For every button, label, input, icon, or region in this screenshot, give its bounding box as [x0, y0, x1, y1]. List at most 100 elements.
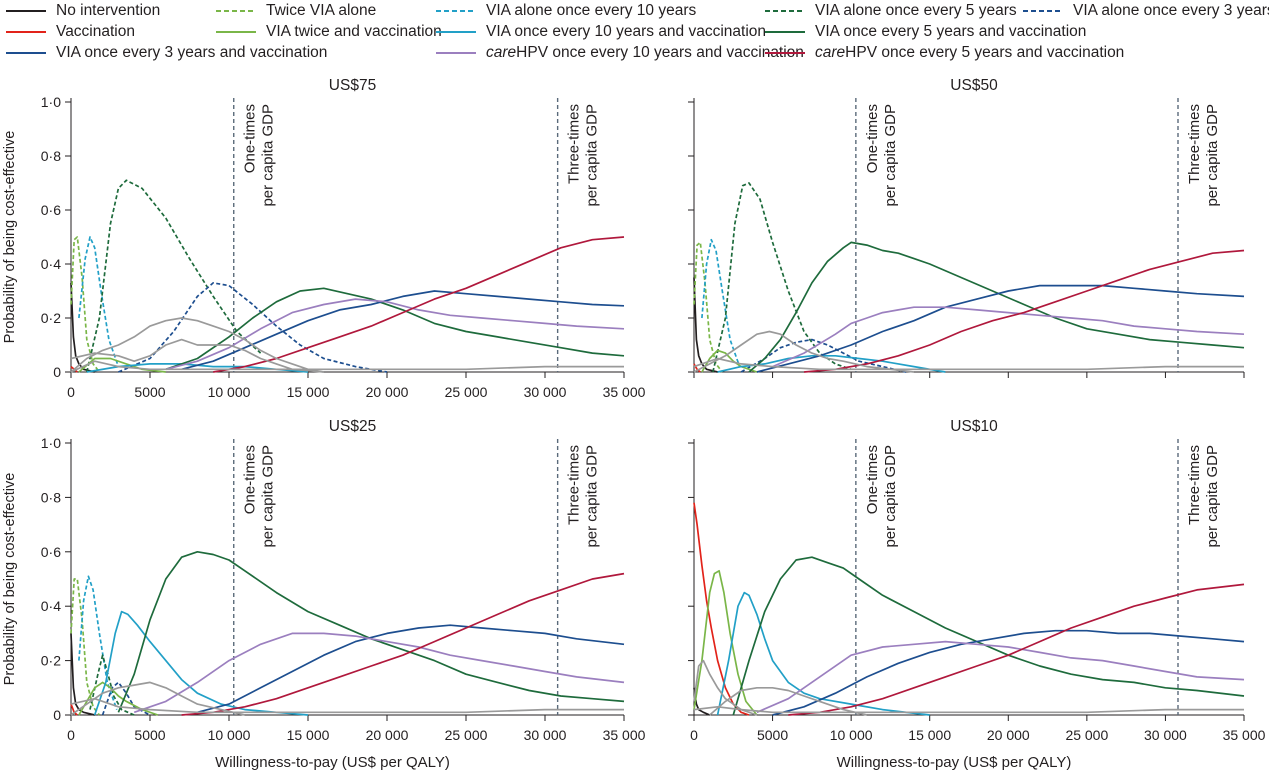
legend-label: HPV once every 10 years and vaccination — [516, 44, 804, 61]
chart-title: US$75 — [329, 77, 376, 94]
x-tick-label: 30 000 — [1144, 727, 1187, 743]
legend-label: VIA twice and vaccination — [266, 23, 442, 40]
x-tick-label: 0 — [690, 727, 698, 743]
y-axis-label: Probability of being cost-effective — [2, 131, 18, 344]
y-tick-label: 0·4 — [41, 598, 61, 614]
threshold-label: per capita GDP — [1204, 445, 1221, 548]
legend-item: care HPV once every 10 years and vaccinat… — [434, 43, 804, 63]
series-line — [70, 282, 95, 373]
legend-swatch — [765, 10, 805, 12]
threshold-label: per capita GDP — [584, 104, 601, 207]
y-tick-label: 0·2 — [41, 653, 61, 669]
legend-label-italic: care — [486, 44, 517, 61]
legend-swatch — [436, 10, 476, 12]
threshold-label: per capita GDP — [260, 104, 277, 207]
series-line — [756, 284, 1245, 373]
x-tick-label: 5000 — [134, 727, 165, 743]
series-line — [716, 591, 930, 716]
chart-panel: US$75 0 0·2 0·4 0·6 0·8 1·0 0 5000 10 000 15 000 20… — [2, 77, 646, 400]
series-line — [165, 287, 625, 371]
series-line — [693, 277, 718, 373]
series-line — [93, 610, 309, 716]
x-axis-label: Willingness-to-pay (US$ per QALY) — [215, 754, 450, 771]
threshold-label: One-times — [242, 445, 259, 514]
legend-swatch — [6, 10, 46, 12]
legend-item: VIA once every 3 years and vaccination — [4, 43, 327, 63]
legend-swatch — [216, 10, 256, 12]
legend-label: VIA once every 5 years and vaccination — [815, 23, 1087, 40]
series-line — [772, 629, 1245, 716]
chart-panel: US$25 0 0·2 0·4 0·6 0·8 1·0 0 5000 10 000 15 000 20… — [2, 418, 646, 771]
x-tick-label: 35 000 — [603, 727, 646, 743]
series-line — [803, 249, 1245, 373]
series-line — [693, 569, 758, 716]
x-tick-label: 0 — [67, 727, 75, 743]
series-line — [70, 633, 95, 716]
legend-label: VIA once every 10 years and vaccination — [486, 23, 767, 40]
y-tick-label: 1·0 — [41, 94, 61, 110]
legend-label: VIA alone once every 3 years — [1073, 2, 1269, 19]
x-tick-label: 35 000 — [603, 384, 646, 400]
threshold-label: Three-times — [566, 445, 583, 525]
chart-title: US$50 — [950, 77, 998, 94]
series-line — [165, 298, 625, 371]
series-line — [181, 572, 625, 716]
legend-label: VIA once every 3 years and vaccination — [56, 44, 328, 61]
series-line — [89, 654, 135, 716]
y-tick-label: 0·6 — [41, 544, 61, 560]
x-tick-label: 5000 — [134, 384, 165, 400]
series-line — [788, 583, 1245, 716]
legend-item: VIA alone once every 10 years — [434, 1, 696, 21]
x-tick-label: 25 000 — [1065, 727, 1108, 743]
y-tick-label: 0 — [53, 707, 61, 723]
x-tick-label: 10 000 — [830, 727, 873, 743]
series-line — [70, 681, 245, 716]
y-tick-label: 0·2 — [41, 310, 61, 326]
legend-item: VIA alone once every 3 years — [1021, 1, 1269, 21]
threshold-label: per capita GDP — [882, 104, 899, 207]
legend-swatch — [436, 31, 476, 33]
series-line — [712, 182, 852, 373]
legend-swatch — [765, 31, 805, 33]
x-tick-label: 30 000 — [524, 384, 567, 400]
series-line — [772, 306, 1245, 368]
legend-swatch — [6, 52, 46, 54]
threshold-label: per capita GDP — [260, 445, 277, 548]
chart-title: US$10 — [950, 418, 998, 435]
series-line — [701, 238, 741, 367]
threshold-label: Three-times — [566, 104, 583, 184]
y-tick-label: 0·4 — [41, 256, 61, 272]
x-tick-label: 5000 — [757, 727, 788, 743]
series-line — [693, 502, 750, 716]
series-line — [709, 686, 868, 716]
series-line — [85, 179, 262, 373]
threshold-label: per capita GDP — [882, 445, 899, 548]
y-axis-label: Probability of being cost-effective — [2, 473, 18, 686]
x-tick-label: 10 000 — [208, 384, 251, 400]
threshold-label: Three-times — [1186, 104, 1203, 184]
threshold-label: One-times — [864, 104, 881, 173]
series-line — [693, 705, 1244, 714]
legend-swatch — [436, 52, 476, 54]
series-line — [133, 632, 625, 714]
series-line — [693, 357, 1244, 371]
y-tick-label: 1·0 — [41, 435, 61, 451]
series-line — [118, 282, 388, 373]
series-line — [756, 640, 1245, 714]
x-tick-label: 20 000 — [987, 727, 1030, 743]
x-tick-label: 25 000 — [445, 727, 488, 743]
legend-item: care HPV once every 5 years and vaccinati… — [763, 43, 1124, 63]
legend-item: VIA alone once every 5 years — [763, 1, 1017, 21]
legend-item: VIA twice and vaccination — [214, 22, 442, 42]
legend-swatch — [6, 31, 46, 33]
legend-label: HPV once every 5 years and vaccination — [845, 44, 1125, 61]
y-tick-label: 0·8 — [41, 148, 61, 164]
x-tick-label: 15 000 — [908, 727, 951, 743]
legend-swatch — [1023, 10, 1063, 12]
series-line — [740, 338, 907, 373]
legend-label-italic: care — [815, 44, 846, 61]
legend-swatch — [765, 52, 805, 54]
series-line — [70, 236, 101, 373]
x-tick-label: 25 000 — [445, 384, 488, 400]
